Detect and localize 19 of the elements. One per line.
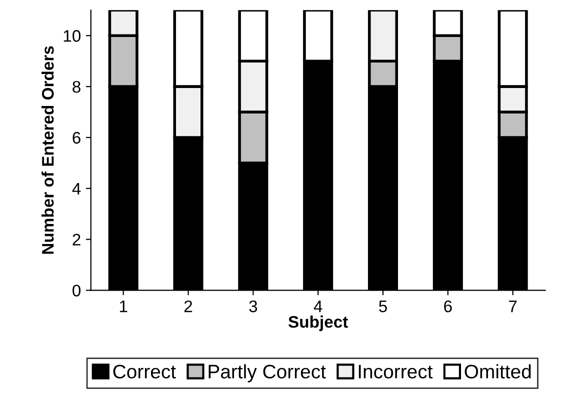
x-tick-label: 6 <box>444 300 452 312</box>
y-tick-label: 8 <box>72 80 80 93</box>
x-tick-label: 7 <box>509 300 517 312</box>
x-axis-title: Subject <box>288 316 348 332</box>
x-tick-label: 1 <box>120 300 128 312</box>
y-tick-label: 10 <box>64 30 81 42</box>
x-tick-label: 4 <box>314 300 322 312</box>
y-tick-label: 6 <box>72 132 80 144</box>
legend-label: Incorrect <box>358 364 433 378</box>
x-tick-label: 2 <box>184 300 192 312</box>
y-tick-label: 4 <box>72 182 81 194</box>
legend-label: Partly Correct <box>208 364 326 382</box>
x-tick-label: 5 <box>379 300 387 312</box>
legend-label: Omitted <box>464 364 531 378</box>
x-tick-label: 3 <box>249 300 258 312</box>
y-axis-title: Number of Entered Orders <box>42 46 54 254</box>
y-tick-label: 2 <box>72 234 80 246</box>
y-tick-label: 0 <box>72 284 81 296</box>
legend-label: Correct <box>113 364 176 378</box>
